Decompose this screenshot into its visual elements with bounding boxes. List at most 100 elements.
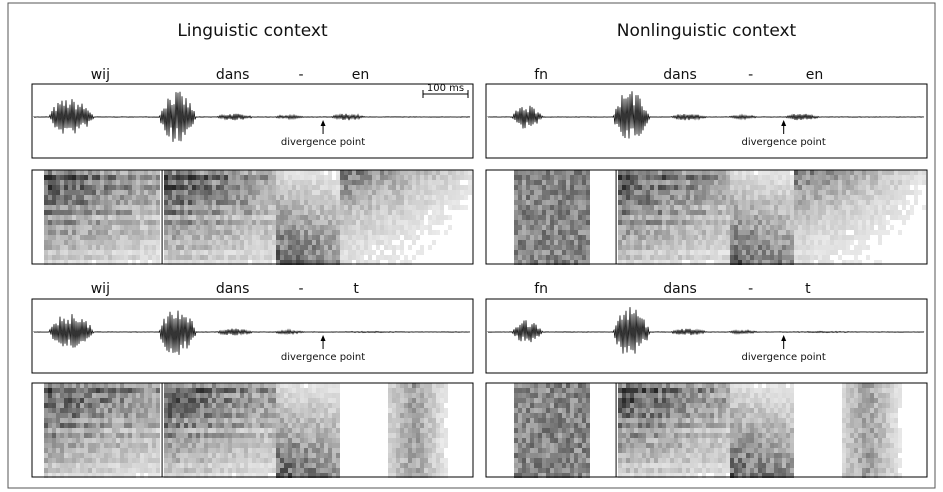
spectrogram-cell xyxy=(176,175,180,180)
spectrogram-cell xyxy=(412,418,416,423)
spectrogram-cell xyxy=(84,180,88,185)
spectrogram-cell xyxy=(822,200,826,205)
spectrogram-cell xyxy=(746,195,750,200)
spectrogram-cell xyxy=(750,225,754,230)
spectrogram-cell xyxy=(686,250,690,255)
spectrogram-cell xyxy=(212,245,216,250)
spectrogram-cell xyxy=(232,170,236,175)
spectrogram-cell xyxy=(702,235,706,240)
spectrogram-cell xyxy=(112,205,116,210)
spectrogram-cell xyxy=(188,428,192,433)
spectrogram-cell xyxy=(320,428,324,433)
spectrogram-cell xyxy=(256,403,260,408)
spectrogram-cell xyxy=(558,225,562,230)
spectrogram-cell xyxy=(288,433,292,438)
spectrogram-cell xyxy=(136,458,140,463)
spectrogram-cell xyxy=(116,225,120,230)
spectrogram-cell xyxy=(566,245,570,250)
spectrogram-cell xyxy=(336,423,340,428)
spectrogram-cell xyxy=(416,190,420,195)
spectrogram-cell xyxy=(248,255,252,260)
spectrogram-cell xyxy=(268,463,272,468)
spectrogram-cell xyxy=(284,438,288,443)
spectrogram-cell xyxy=(750,205,754,210)
spectrogram-cell xyxy=(634,255,638,260)
spectrogram-cell xyxy=(352,215,356,220)
spectrogram-cell xyxy=(272,438,276,443)
spectrogram-cell xyxy=(424,413,428,418)
spectrogram-cell xyxy=(300,255,304,260)
spectrogram-cell xyxy=(782,230,786,235)
spectrogram-cell xyxy=(666,225,670,230)
spectrogram-cell xyxy=(722,200,726,205)
spectrogram-cell xyxy=(128,418,132,423)
spectrogram-cell xyxy=(156,250,160,255)
spectrogram-cell xyxy=(156,215,160,220)
spectrogram-cell xyxy=(554,235,558,240)
spectrogram-cell xyxy=(324,458,328,463)
spectrogram-cell xyxy=(268,453,272,458)
spectrogram-cell xyxy=(304,428,308,433)
spectrogram-cell xyxy=(300,225,304,230)
spectrogram-cell xyxy=(432,438,436,443)
spectrogram-cell xyxy=(296,418,300,423)
spectrogram-cell xyxy=(280,418,284,423)
spectrogram-cell xyxy=(92,468,96,473)
spectrogram-cell xyxy=(344,225,348,230)
spectrogram-cell xyxy=(264,185,268,190)
spectrogram-cell xyxy=(64,448,68,453)
spectrogram-cell xyxy=(316,443,320,448)
spectrogram-cell xyxy=(320,408,324,413)
spectrogram-cell xyxy=(244,453,248,458)
spectrogram-cell xyxy=(650,170,654,175)
spectrogram-cell xyxy=(530,180,534,185)
spectrogram-cell xyxy=(348,190,352,195)
spectrogram-cell xyxy=(320,195,324,200)
spectrogram-cell xyxy=(630,195,634,200)
spectrogram-cell xyxy=(296,215,300,220)
spectrogram-cell xyxy=(642,230,646,235)
spectrogram-cell xyxy=(706,170,710,175)
spectrogram-cell xyxy=(48,215,52,220)
spectrogram-cell xyxy=(68,388,72,393)
spectrogram-cell xyxy=(56,175,60,180)
spectrogram-cell xyxy=(68,230,72,235)
spectrogram-cell xyxy=(296,240,300,245)
spectrogram-cell xyxy=(766,190,770,195)
spectrogram-cell xyxy=(108,463,112,468)
spectrogram-cell xyxy=(570,240,574,245)
spectrogram-cell xyxy=(188,250,192,255)
spectrogram-cell xyxy=(566,200,570,205)
spectrogram-cell xyxy=(256,250,260,255)
spectrogram-cell xyxy=(104,250,108,255)
spectrogram-cell xyxy=(64,170,68,175)
spectrogram-cell xyxy=(578,185,582,190)
spectrogram-cell xyxy=(774,245,778,250)
spectrogram-cell xyxy=(424,195,428,200)
spectrogram-cell xyxy=(404,195,408,200)
spectrogram-cell xyxy=(694,235,698,240)
spectrogram-cell xyxy=(388,468,392,473)
spectrogram-cell xyxy=(340,195,344,200)
spectrogram-cell xyxy=(168,210,172,215)
spectrogram-cell xyxy=(136,413,140,418)
spectrogram-cell xyxy=(810,225,814,230)
spectrogram-cell xyxy=(300,448,304,453)
spectrogram-cell xyxy=(312,448,316,453)
spectrogram-cell xyxy=(514,210,518,215)
spectrogram-cell xyxy=(428,180,432,185)
spectrogram-cell xyxy=(240,403,244,408)
spectrogram-cell xyxy=(678,180,682,185)
spectrogram-cell xyxy=(738,240,742,245)
spectrogram-cell xyxy=(256,388,260,393)
spectrogram-cell xyxy=(542,175,546,180)
spectrogram-cell xyxy=(216,205,220,210)
spectrogram-cell xyxy=(778,255,782,260)
spectrogram-cell xyxy=(404,418,408,423)
spectrogram-cell xyxy=(100,438,104,443)
spectrogram-cell xyxy=(212,468,216,473)
spectrogram-cell xyxy=(432,190,436,195)
spectrogram-cell xyxy=(396,393,400,398)
spectrogram-cell xyxy=(116,443,120,448)
spectrogram-cell xyxy=(140,408,144,413)
